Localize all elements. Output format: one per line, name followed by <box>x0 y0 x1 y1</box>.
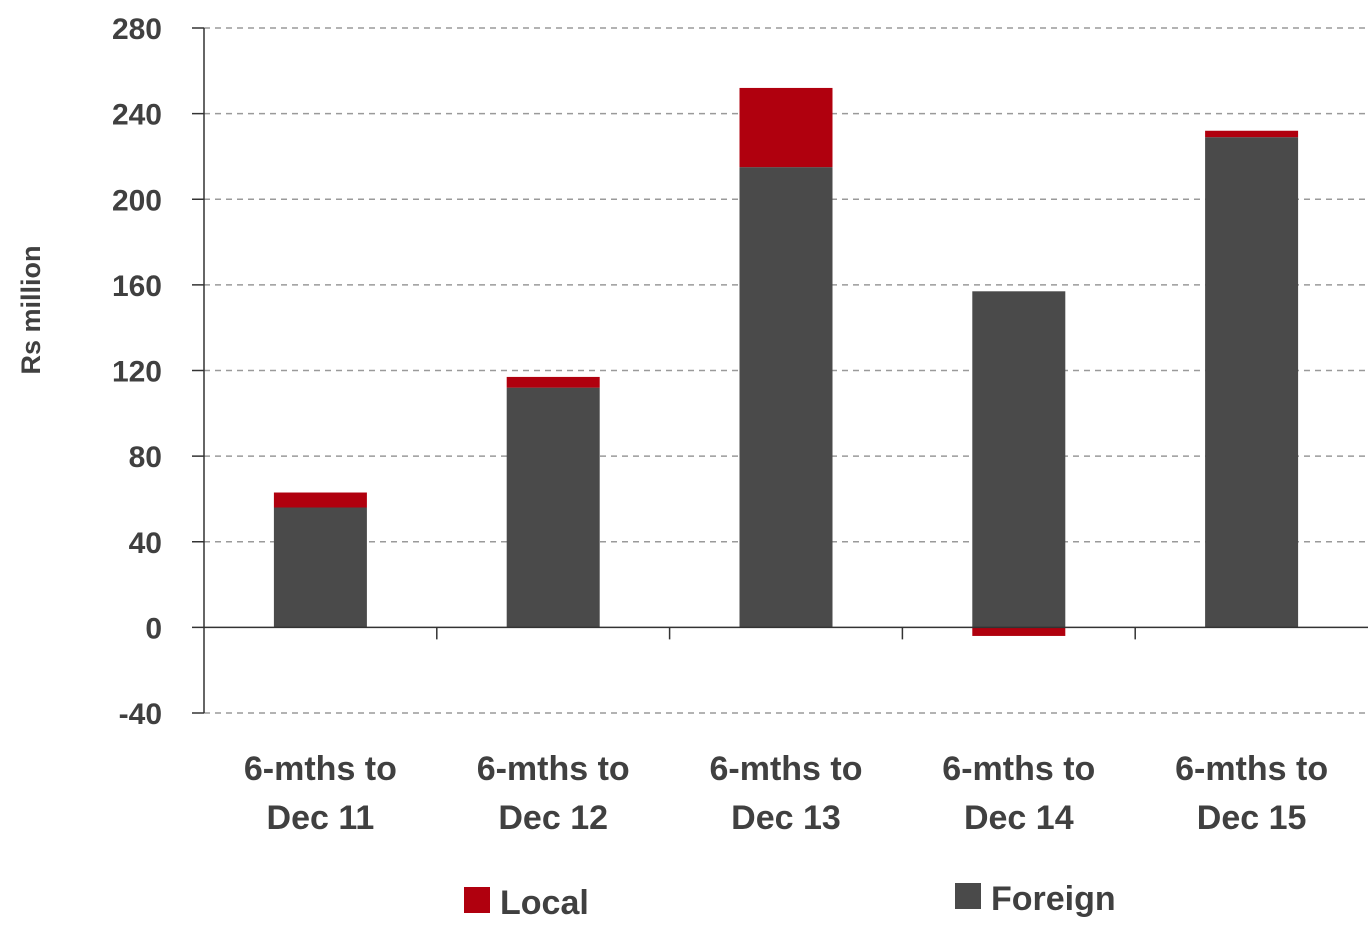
x-category-label: 6-mths to Dec 14 <box>942 750 1095 837</box>
bar-foreign <box>273 507 367 628</box>
bar-local <box>506 376 600 388</box>
x-category-label: 6-mths to Dec 13 <box>710 750 863 837</box>
y-tick-label: 0 <box>145 612 162 645</box>
legend: Local Foreign <box>464 880 1116 922</box>
y-tick-label: 280 <box>112 13 162 46</box>
bar-foreign <box>506 387 600 628</box>
bar-local <box>739 87 833 168</box>
y-tick-label: 80 <box>129 441 162 474</box>
bar-foreign <box>972 291 1066 628</box>
y-tick-label: 40 <box>129 527 162 560</box>
y-tick-label: 160 <box>112 270 162 303</box>
y-axis-label: Rs million <box>16 245 46 374</box>
y-tick-label: -40 <box>119 698 162 731</box>
bar-local <box>972 627 1066 636</box>
gridlines <box>204 27 1368 714</box>
y-tick-label: 120 <box>112 356 162 389</box>
y-tick-labels: -40 0 40 80 120 160 200 240 280 <box>112 13 162 731</box>
x-category-label: 6-mths to Dec 12 <box>477 750 630 837</box>
y-tick-label: 240 <box>112 99 162 132</box>
legend-label-local: Local <box>500 884 589 922</box>
x-category-label: 6-mths to Dec 15 <box>1175 750 1328 837</box>
y-tick-label: 200 <box>112 184 162 217</box>
legend-label-foreign: Foreign <box>991 880 1116 918</box>
legend-swatch-foreign <box>955 883 981 909</box>
bars <box>273 87 1299 636</box>
bar-foreign <box>739 167 833 628</box>
bar-local <box>1205 130 1299 138</box>
bar-local <box>273 492 367 508</box>
x-category-labels: 6-mths to Dec 11 6-mths to Dec 12 6-mths to D… <box>244 750 1328 837</box>
x-category-label: 6-mths to Dec 11 <box>244 750 397 837</box>
legend-swatch-local <box>464 887 490 913</box>
bar-foreign <box>1205 137 1299 628</box>
axes <box>192 27 1368 714</box>
